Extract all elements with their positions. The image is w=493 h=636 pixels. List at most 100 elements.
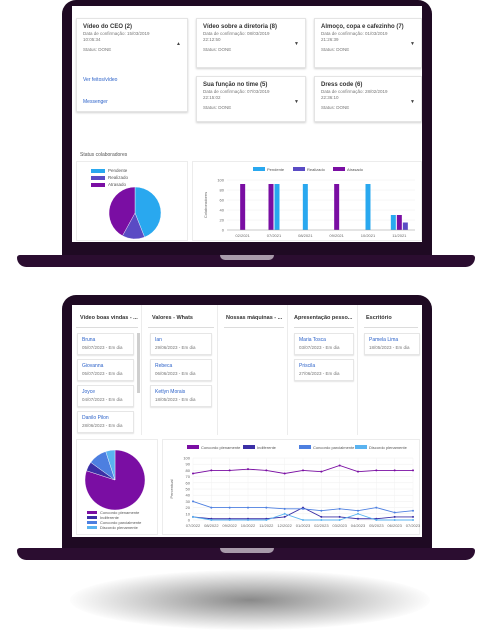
- y-tick-label: 0: [222, 228, 225, 233]
- list-item[interactable]: Ketlyn Morais 18/05/2023 - Em dia: [150, 385, 212, 407]
- task-card-status: Status: DONE: [321, 105, 350, 110]
- list-item[interactable]: Priscila 27/06/2023 - Em dia: [294, 359, 354, 381]
- column-divider: [224, 327, 284, 328]
- bottom-laptop-notch: [220, 548, 274, 553]
- list-item[interactable]: Pamela Lima 18/05/2023 - Em dia: [364, 333, 420, 355]
- data-point: [375, 506, 378, 509]
- column-title: Escritório: [366, 315, 392, 321]
- legend-label: Atrasado: [108, 182, 127, 187]
- data-point: [320, 470, 323, 473]
- top-laptop-screen: Vídeo do CEO (2) Data de confirmação: 15…: [72, 6, 422, 242]
- legend-label: Realizado: [307, 167, 326, 172]
- item-name: Rebeca: [155, 363, 173, 369]
- bar: [396, 215, 402, 230]
- data-point: [375, 469, 378, 472]
- item-status: 05/07/2023 - Em dia: [82, 371, 123, 376]
- task-card-status: Status: DONE: [83, 47, 112, 52]
- item-name: Ian: [155, 337, 162, 343]
- bar: [268, 184, 274, 230]
- task-card[interactable]: Sua função no time (5) Data de confirmaç…: [196, 76, 306, 122]
- bar: [240, 184, 246, 230]
- item-status: 18/05/2023 - Em dia: [369, 345, 410, 350]
- list-item[interactable]: Giovanna 05/07/2023 - Em dia: [77, 359, 134, 381]
- legend-item: Atrasado: [91, 182, 126, 187]
- column-divider: [148, 327, 214, 328]
- data-point: [357, 509, 359, 512]
- task-card-time: 22:36:10: [321, 95, 339, 100]
- chevron-down-icon[interactable]: ▼: [410, 99, 415, 105]
- task-card-date: Data de confirmação: 08/03/2019: [203, 31, 270, 36]
- data-point: [412, 469, 414, 472]
- bar: [390, 215, 396, 230]
- item-status: 27/06/2023 - Em dia: [299, 371, 340, 376]
- legend-swatch: [299, 445, 311, 449]
- task-card[interactable]: Vídeo do CEO (2) Data de confirmação: 15…: [76, 18, 188, 112]
- list-item[interactable]: Rebeca 06/06/2023 - Em dia: [150, 359, 212, 381]
- list-item[interactable]: Danilo Pilon 28/06/2023 - Em dia: [77, 411, 134, 433]
- y-tick-label: 40: [220, 208, 225, 213]
- task-card-time: 22:12:50: [203, 37, 221, 42]
- bar: [274, 184, 280, 230]
- column-divider: [364, 327, 418, 328]
- legend-label: Realizado: [108, 175, 129, 180]
- list-item[interactable]: Maria Tosca 03/07/2023 - Em dia: [294, 333, 354, 355]
- item-name: Bruna: [82, 337, 96, 343]
- task-card[interactable]: Dress code (6) Data de confirmação: 28/0…: [314, 76, 422, 122]
- bottom-laptop-base: [17, 548, 475, 560]
- bar: [334, 184, 340, 230]
- data-point: [210, 506, 213, 509]
- pie-slice: [105, 449, 116, 481]
- task-link[interactable]: Messenger: [83, 99, 108, 105]
- legend-swatch: [87, 511, 97, 514]
- legend-label: Indiferente: [100, 515, 120, 520]
- data-point: [302, 507, 304, 510]
- column-title: Valores - Whats: [152, 315, 193, 321]
- item-name: Joyce: [82, 389, 96, 395]
- top-laptop-notch: [220, 255, 274, 260]
- chevron-down-icon[interactable]: ▼: [294, 99, 299, 105]
- task-card[interactable]: Almoço, copa e cafezinho (7) Data de con…: [314, 18, 422, 68]
- data-point: [412, 509, 414, 512]
- legend-swatch: [91, 182, 105, 187]
- task-card-status: Status: DONE: [203, 47, 232, 52]
- data-point: [357, 470, 359, 473]
- legend-swatch: [187, 445, 199, 449]
- column-divider: [76, 327, 138, 328]
- chevron-down-icon[interactable]: ▼: [294, 41, 299, 47]
- item-status: 06/06/2023 - Em dia: [155, 371, 196, 376]
- list-item[interactable]: Bruna 05/07/2023 - Em dia: [77, 333, 134, 355]
- board-column: Valores - Whats Ian 29/06/2023 - Em dia …: [144, 305, 218, 435]
- scrollbar[interactable]: [137, 333, 140, 393]
- data-point: [338, 464, 341, 467]
- task-link[interactable]: Ver feitos/vídeo: [83, 77, 118, 83]
- list-item[interactable]: Ian 29/06/2023 - Em dia: [150, 333, 212, 355]
- list-item[interactable]: Joyce 04/07/2023 - Em dia: [77, 385, 134, 407]
- y-tick-label: 0: [188, 518, 191, 523]
- data-point: [412, 515, 414, 518]
- task-card-status: Status: DONE: [321, 47, 350, 52]
- top-laptop-base: [17, 255, 475, 267]
- status-bar-chart: Pendente Realizado Atrasado 100 80 60 40 20 0 Col…: [203, 167, 415, 238]
- data-point: [412, 519, 414, 521]
- y-tick-label: 70: [186, 474, 191, 479]
- data-point: [247, 506, 249, 509]
- y-tick-label: 80: [220, 188, 225, 193]
- data-point: [393, 511, 396, 514]
- data-point: [265, 506, 268, 509]
- chevron-up-icon[interactable]: ▲: [176, 41, 181, 47]
- pie-slice: [134, 186, 162, 238]
- chevron-down-icon[interactable]: ▼: [410, 41, 415, 47]
- data-point: [228, 469, 231, 472]
- section-title: Status colaboradores: [80, 152, 128, 158]
- item-name: Maria Tosca: [299, 337, 326, 343]
- y-tick-label: 20: [186, 505, 191, 510]
- column-title: Nossas máquinas - ...: [226, 315, 283, 321]
- x-tick-label: 10/2021: [361, 233, 376, 238]
- x-tick-label: 07/2022: [186, 523, 201, 528]
- column-title: Vídeo boas vindas - ...: [80, 315, 138, 321]
- data-point: [192, 515, 194, 518]
- bar: [365, 184, 371, 230]
- x-tick-label: 02/2023: [314, 523, 329, 528]
- bar-panel: Pendente Realizado Atrasado 100 80 60 40 20 0 Col…: [192, 161, 422, 241]
- task-card[interactable]: Vídeo sobre a diretoria (8) Data de conf…: [196, 18, 306, 68]
